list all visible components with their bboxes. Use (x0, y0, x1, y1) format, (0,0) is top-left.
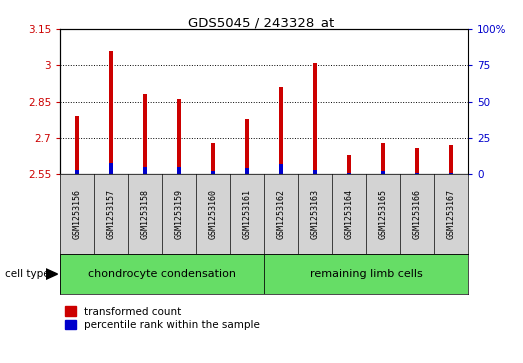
Text: GSM1253165: GSM1253165 (379, 189, 388, 239)
Bar (211, 143, 215, 174)
Bar (313, 170, 317, 174)
Text: GSM1253159: GSM1253159 (175, 189, 184, 239)
Bar (211, 171, 215, 174)
Bar (109, 51, 113, 174)
Text: GSM1253157: GSM1253157 (107, 189, 116, 239)
Bar (347, 155, 351, 174)
Bar (143, 94, 147, 174)
Text: remaining limb cells: remaining limb cells (310, 269, 423, 279)
Bar (279, 164, 283, 174)
Bar (264, 254, 468, 294)
Bar (415, 173, 419, 174)
Bar (177, 167, 181, 174)
Polygon shape (46, 269, 58, 279)
Text: GSM1253162: GSM1253162 (277, 189, 286, 239)
Bar (75, 116, 79, 174)
Text: GSM1253158: GSM1253158 (141, 189, 150, 239)
Legend: transformed count, percentile rank within the sample: transformed count, percentile rank withi… (65, 306, 260, 330)
Text: GSM1253166: GSM1253166 (413, 189, 422, 239)
Bar (347, 173, 351, 174)
Bar (381, 171, 385, 174)
Bar (415, 148, 419, 174)
Bar (279, 87, 283, 174)
Bar (245, 119, 249, 174)
Text: GSM1253164: GSM1253164 (345, 189, 354, 239)
Bar (75, 170, 79, 174)
Text: GSM1253160: GSM1253160 (209, 189, 218, 239)
Text: GSM1253161: GSM1253161 (243, 189, 252, 239)
Bar (60, 254, 264, 294)
Text: GDS5045 / 243328_at: GDS5045 / 243328_at (188, 16, 335, 29)
Bar (245, 168, 249, 174)
Bar (381, 143, 385, 174)
Text: cell type: cell type (5, 269, 50, 279)
Text: GSM1253163: GSM1253163 (311, 189, 320, 239)
Text: chondrocyte condensation: chondrocyte condensation (88, 269, 236, 279)
Bar (109, 163, 113, 174)
Bar (449, 145, 453, 174)
Bar (177, 99, 181, 174)
Text: GSM1253167: GSM1253167 (447, 189, 456, 239)
Bar (449, 173, 453, 174)
Text: GSM1253156: GSM1253156 (73, 189, 82, 239)
Bar (313, 63, 317, 174)
Bar (143, 167, 147, 174)
